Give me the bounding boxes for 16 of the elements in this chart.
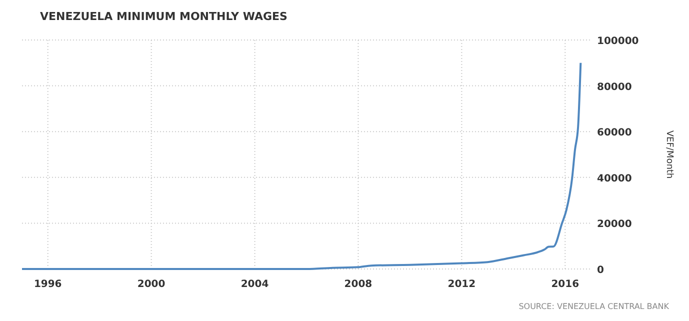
chart-title: VENEZUELA MINIMUM MONTHLY WAGES xyxy=(40,10,288,23)
x-tick-label: 2000 xyxy=(137,279,166,290)
x-tick-label: 2004 xyxy=(240,279,269,290)
x-tick-label: 1996 xyxy=(34,279,62,290)
y-axis-title: VEF/Month xyxy=(664,130,674,179)
y-tick-label: 100000 xyxy=(597,36,639,47)
x-tick-label: 2008 xyxy=(344,279,372,290)
y-tick-label: 80000 xyxy=(597,82,632,93)
y-tick-label: 20000 xyxy=(597,219,632,230)
x-tick-label: 2016 xyxy=(551,279,580,290)
y-tick-label: 60000 xyxy=(597,128,632,139)
line-series xyxy=(21,62,582,270)
x-tick-label: 2012 xyxy=(448,279,476,290)
y-tick-label: 0 xyxy=(597,265,604,276)
source-note: SOURCE: VENEZUELA CENTRAL BANK xyxy=(518,302,670,311)
y-tick-label: 40000 xyxy=(597,173,632,184)
